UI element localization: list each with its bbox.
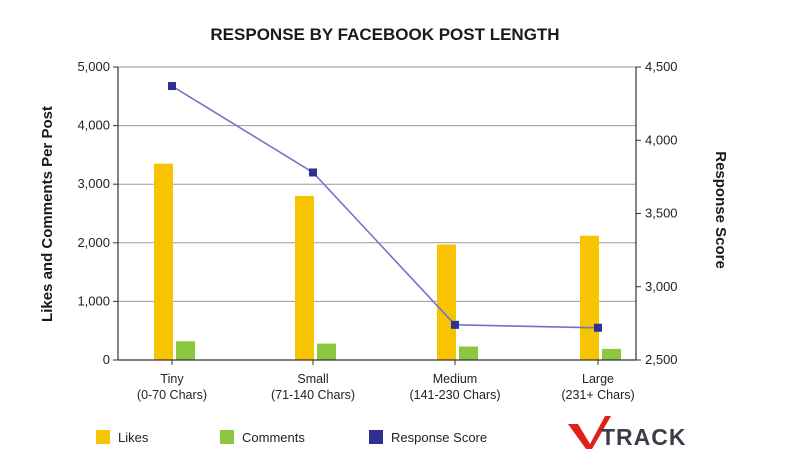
- y-tick-label: 0: [103, 352, 110, 367]
- y-tick-label: 5,000: [77, 59, 110, 74]
- x-tick-sublabel: (0-70 Chars): [137, 388, 207, 402]
- y-tick-label: 4,000: [77, 118, 110, 133]
- y-tick-label: 2,000: [77, 235, 110, 250]
- bar-comments: [602, 348, 621, 360]
- left-axis-ticks: 0 1,000 2,000 3,000 4,000 5,000: [77, 59, 118, 367]
- bar-likes: [154, 163, 173, 360]
- y2-tick-label: 3,500: [645, 206, 678, 221]
- chart-title: RESPONSE BY FACEBOOK POST LENGTH: [210, 25, 559, 44]
- bar-comments: [317, 343, 336, 360]
- bar-likes: [295, 195, 314, 360]
- y2-axis-title: Response Score: [712, 151, 729, 269]
- legend-swatch-comments: [220, 430, 234, 444]
- y2-tick-label: 4,000: [645, 132, 678, 147]
- bar-comments: [176, 341, 195, 360]
- legend: Likes Comments Response Score: [96, 430, 487, 445]
- logo-check-mark: [568, 416, 611, 449]
- response-score-point: [451, 320, 459, 329]
- x-tick-label: Large: [582, 372, 614, 386]
- line-series: [168, 82, 602, 332]
- vtrack-logo: TRACK: [568, 416, 687, 450]
- bar-marks: [154, 163, 621, 360]
- legend-swatch-likes: [96, 430, 110, 444]
- bar-comments: [459, 346, 478, 360]
- response-score-line: [171, 85, 599, 329]
- x-tick-sublabel: (141-230 Chars): [409, 388, 500, 402]
- x-tick-sublabel: (231+ Chars): [561, 388, 634, 402]
- legend-label-likes: Likes: [118, 430, 149, 445]
- legend-label-comments: Comments: [242, 430, 305, 445]
- response-score-point: [594, 323, 602, 332]
- logo-text: TRACK: [601, 424, 687, 450]
- y2-tick-label: 3,000: [645, 279, 678, 294]
- x-tick-sublabel: (71-140 Chars): [271, 388, 355, 402]
- bar-likes: [437, 244, 456, 360]
- y-axis-title: Likes and Comments Per Post: [39, 106, 56, 322]
- gridlines: [118, 66, 636, 302]
- right-axis-ticks: 2,500 3,000 3,500 4,000 4,500: [636, 59, 678, 367]
- y-tick-label: 1,000: [77, 293, 110, 308]
- response-score-point: [309, 168, 317, 177]
- x-tick-label: Small: [297, 372, 328, 386]
- x-tick-label: Tiny: [160, 372, 184, 386]
- y2-tick-label: 4,500: [645, 59, 678, 74]
- y2-tick-label: 2,500: [645, 352, 678, 367]
- legend-label-response-score: Response Score: [391, 430, 487, 445]
- response-score-point: [168, 82, 176, 91]
- y-tick-label: 3,000: [77, 176, 110, 191]
- bar-likes: [580, 235, 599, 360]
- x-tick-label: Medium: [433, 372, 477, 386]
- category-labels: Tiny (0-70 Chars) Small (71-140 Chars) Mediu…: [137, 360, 635, 402]
- legend-swatch-response-score: [369, 430, 383, 444]
